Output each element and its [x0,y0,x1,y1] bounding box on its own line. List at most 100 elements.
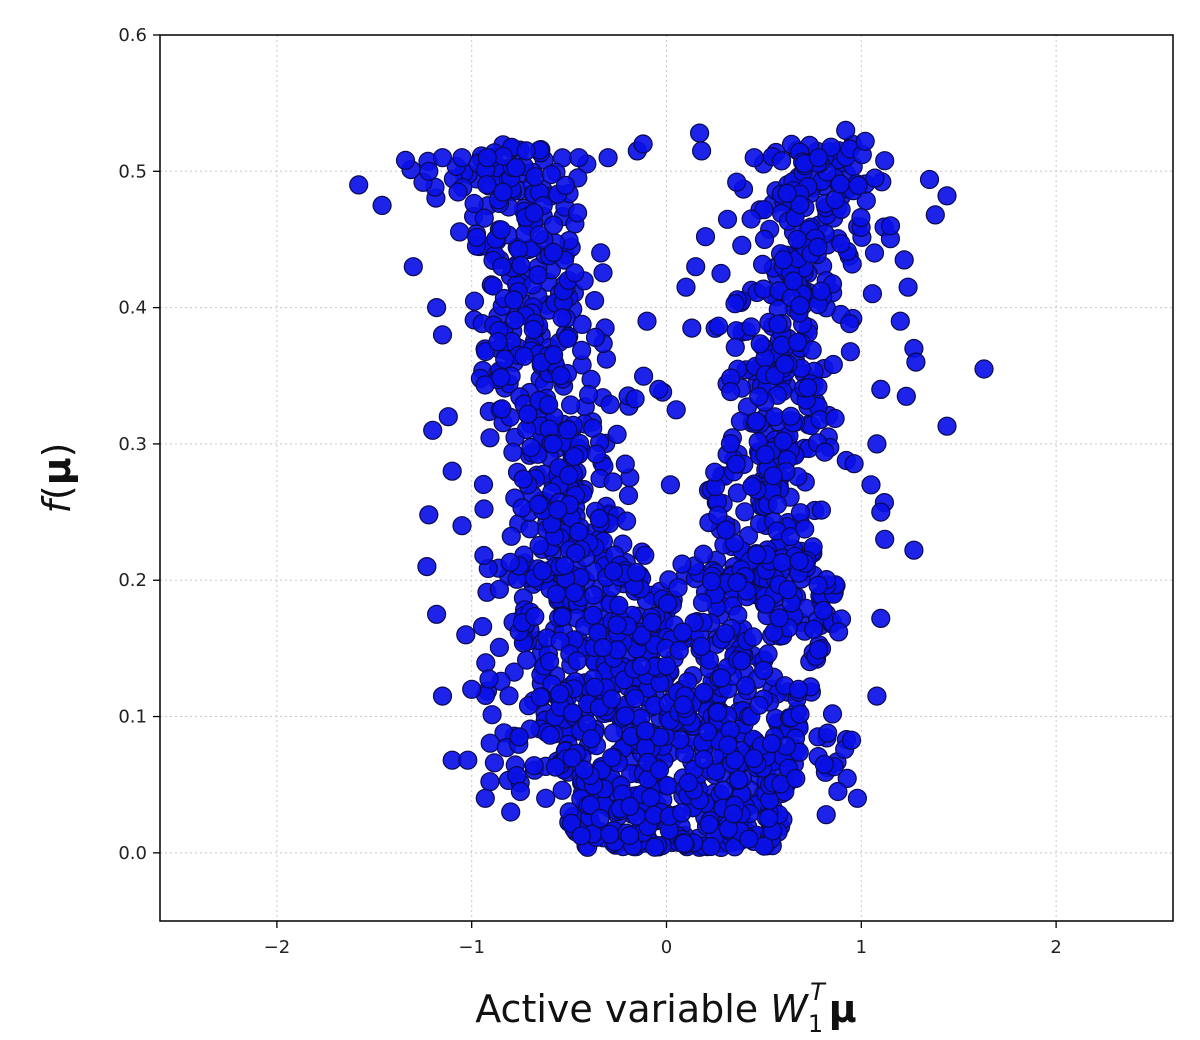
scatter-point [828,781,848,802]
scatter-point [541,164,561,185]
scatter-point [937,416,957,436]
scatter-point [783,271,804,291]
scatter-point [701,571,722,592]
scatter-point [871,608,891,629]
scatter-point [744,148,764,168]
scatter-point [584,585,604,605]
scatter-point [723,804,743,824]
scatter-point [847,788,868,808]
scatter-point [504,290,524,310]
scatter-point [482,705,502,725]
scatter-point [458,750,478,770]
scatter-point [483,276,503,296]
scatter-point [475,788,495,808]
scatter-point [731,651,752,671]
scatter-point [771,151,792,171]
scatter-point [546,584,567,604]
scatter-point [867,686,887,706]
scatter-point [693,544,714,564]
scatter-point [862,284,883,304]
scatter-point [528,265,548,285]
scatter-point [813,600,833,621]
scatter-point [645,837,665,857]
scatter-point [823,354,843,375]
scatter-point [609,595,629,616]
scatter-point [767,494,788,515]
scatter-point [815,442,835,462]
scatter-point [432,148,453,168]
scatter-point [477,148,497,168]
scatter-point [841,730,862,750]
scatter-point [649,379,669,399]
scatter-point [552,607,572,627]
scatter-point [562,748,582,768]
scatter-point [689,123,710,143]
scatter-point [708,505,728,525]
scatter-point [607,615,627,635]
x-axis-title: Active variable W1T μ [475,978,857,1038]
x-tick-label: 2 [1050,937,1061,958]
scatter-point [865,168,885,188]
scatter-point [763,466,783,486]
scatter-point [637,311,657,331]
scatter-point [584,677,605,697]
scatter-point [600,394,620,415]
scatter-point [504,662,524,682]
scatter-point [583,605,603,625]
scatter-point [735,502,755,522]
scatter-point [787,229,807,249]
scatter-point [808,237,828,257]
scatter-point [828,622,849,642]
scatter-point [525,606,545,627]
scatter-point [558,420,578,440]
scatter-point [506,158,526,178]
scatter-point [372,195,392,215]
scatter-point [750,334,770,354]
scatter-point [626,562,647,582]
scatter-point [672,554,692,574]
scatter-point [552,780,572,800]
scatter-point [790,195,810,215]
scatter-point [864,243,885,263]
scatter-point [691,141,712,161]
scatter-point [720,434,741,454]
scatter-point [564,447,584,467]
scatter-point [716,520,736,540]
scatter-point [571,340,592,360]
scatter-point [631,656,651,676]
scatter-point [543,242,564,262]
scatter-point [489,579,509,599]
scatter-point [727,172,747,192]
scatter-point [474,208,494,228]
scatter-point [788,679,809,700]
scatter-point [464,291,485,311]
scatter-point [673,622,693,642]
y-tick-label: 0.0 [118,843,147,864]
scatter-point [725,337,745,357]
scatter-point [532,561,553,581]
scatter-point [518,404,538,424]
scatter-point [427,604,447,624]
scatter-point [539,651,560,672]
scatter-point [488,332,508,352]
scatter-point [625,688,645,709]
scatter-point [593,263,613,283]
scatter-point [395,150,416,170]
scatter-point [898,277,918,297]
scatter-point [713,780,733,801]
scatter-point [811,500,832,520]
scatter-point [790,704,810,724]
scatter-point [692,592,713,613]
scatter-point [491,368,511,388]
scatter-point [736,676,756,696]
scatter-point [694,682,714,703]
scatter-point [691,636,711,656]
scatter-point [790,503,811,523]
scatter-point [585,327,606,347]
scatter-point [816,805,836,825]
scatter-point [432,686,453,706]
scatter-point [452,516,472,536]
scatter-point [741,209,761,229]
scatter-point [423,420,443,440]
